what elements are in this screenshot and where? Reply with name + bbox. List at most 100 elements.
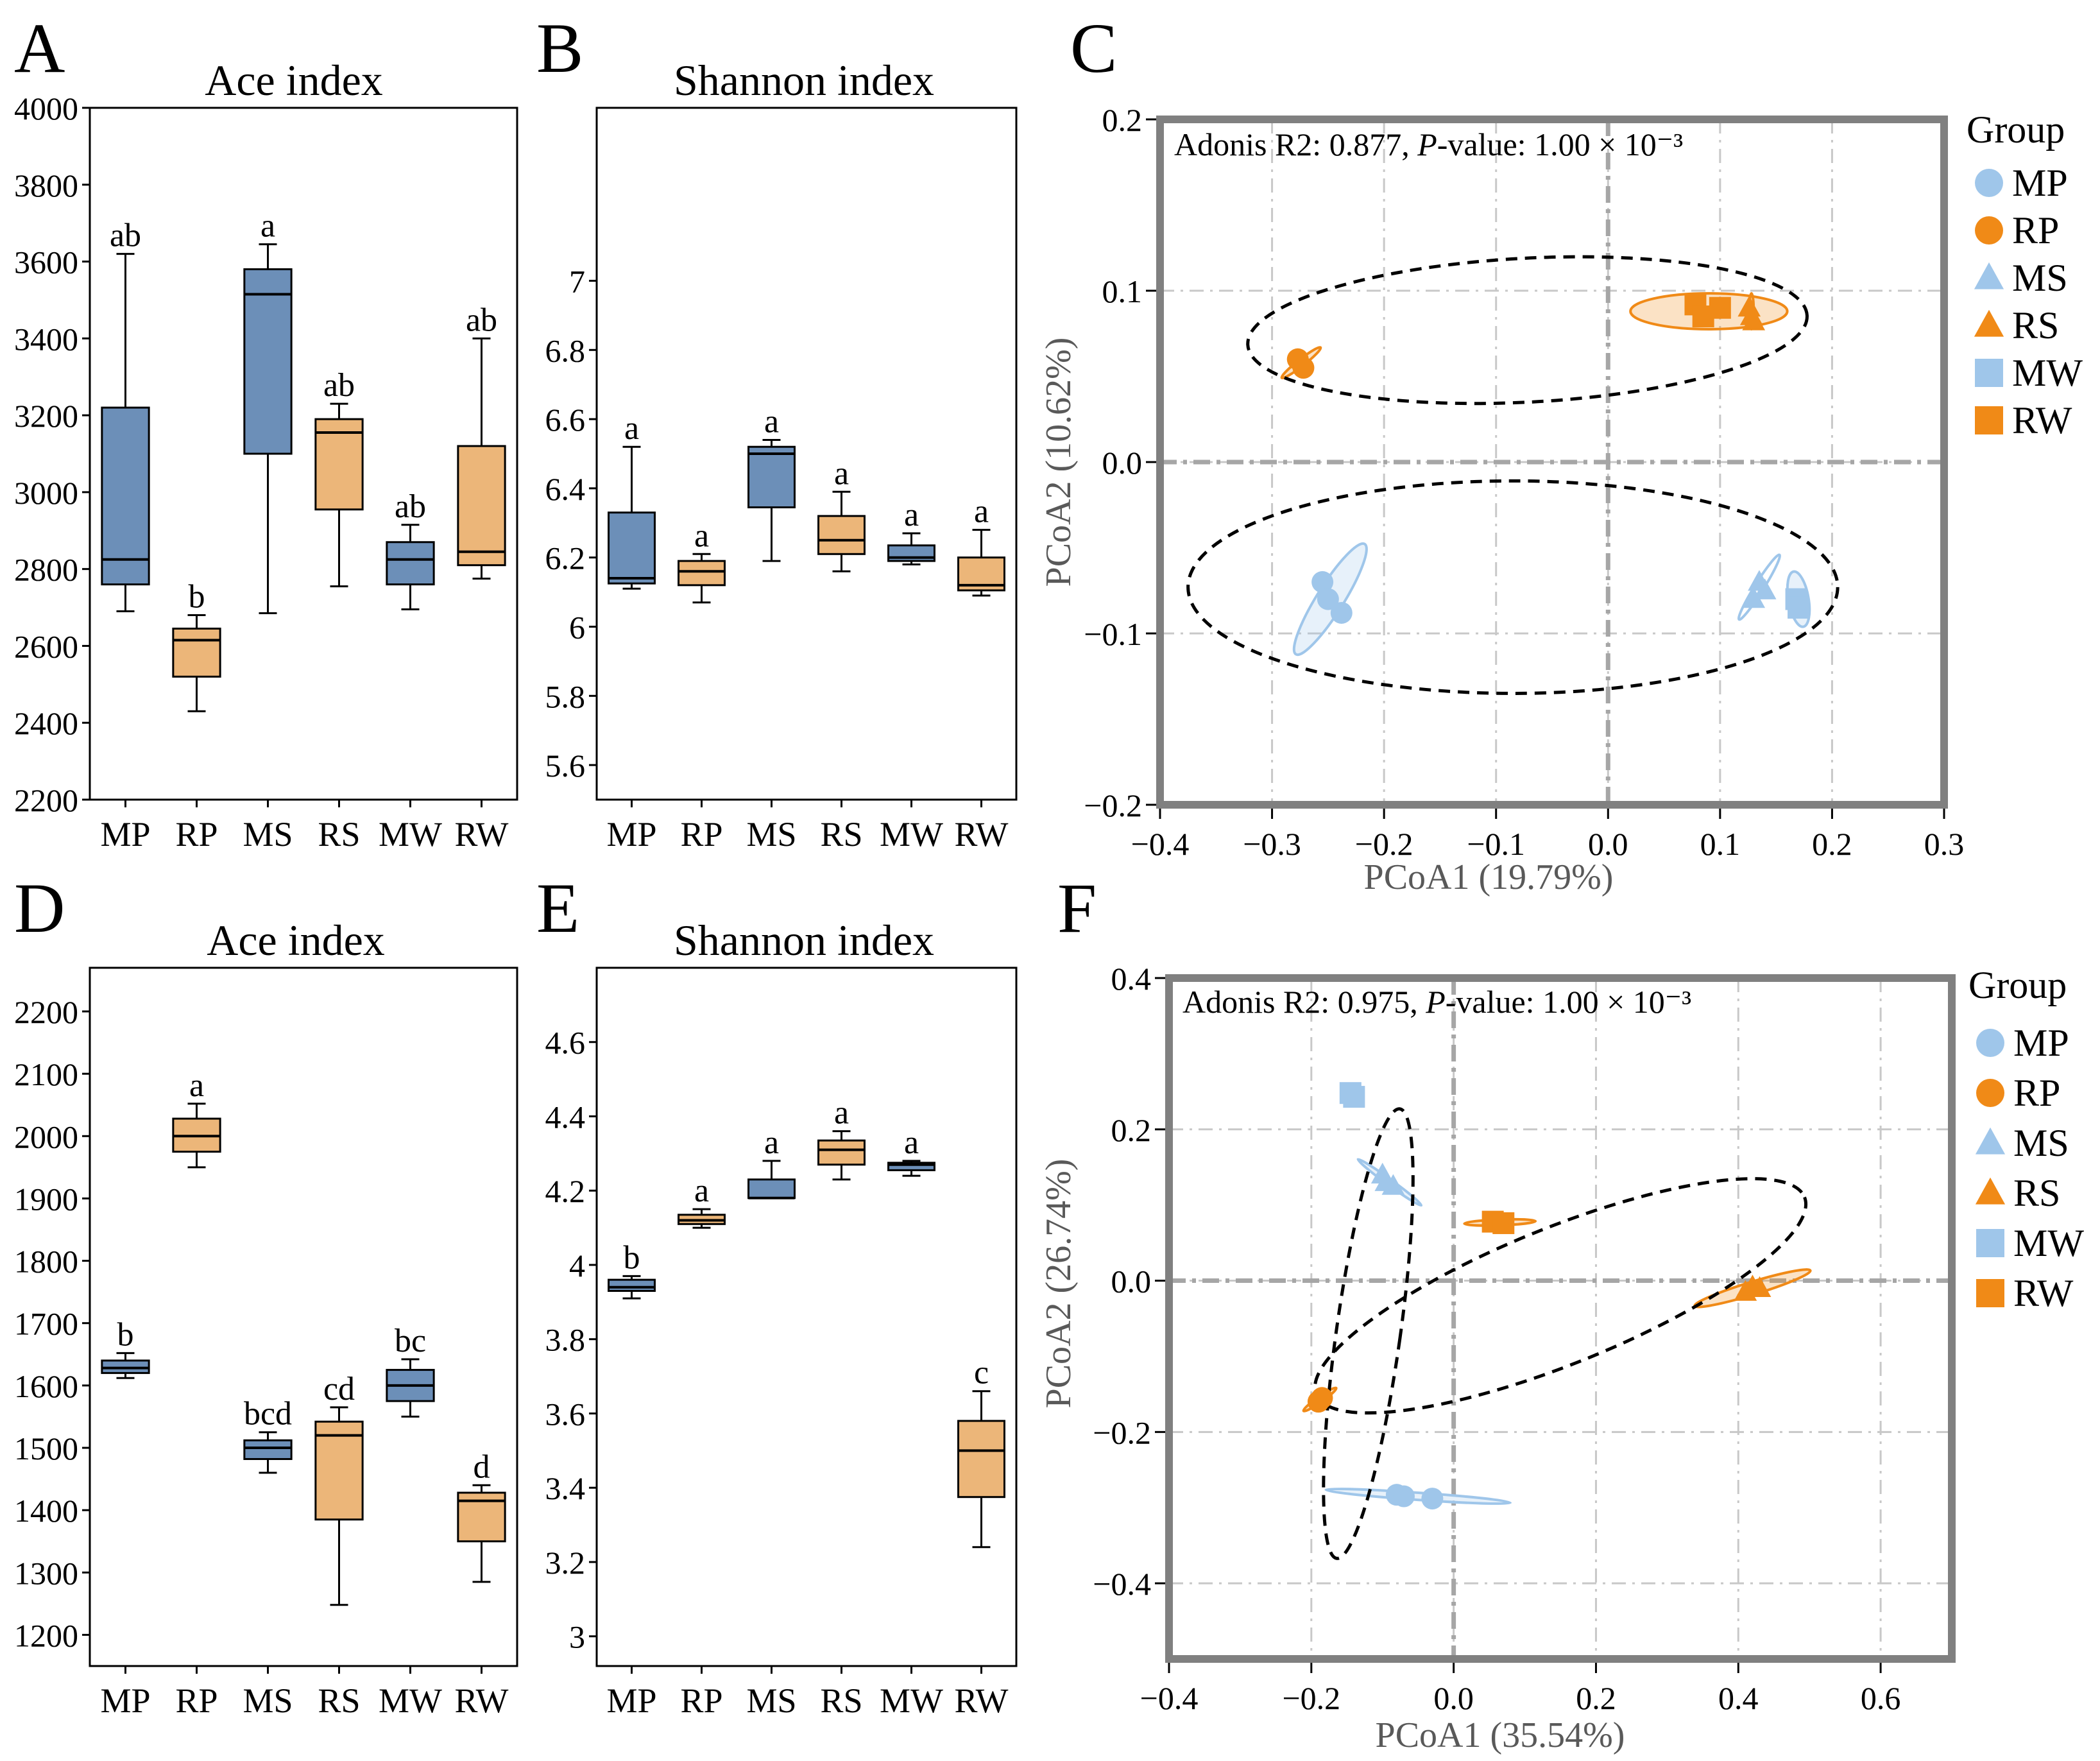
panel-d-xtick-label: RP bbox=[175, 1681, 218, 1720]
panel-b-ytick-label: 6.2 bbox=[545, 540, 586, 576]
panel-f-legend-marker-mw bbox=[1976, 1229, 2004, 1257]
panel-c-cluster-ellipse bbox=[1246, 255, 1809, 406]
panel-a-xtick-label: RS bbox=[318, 815, 360, 854]
panel-f-ytick-label: 0.4 bbox=[1111, 961, 1152, 997]
panel-c-legend-marker-rs bbox=[1974, 309, 2004, 337]
panel-f-annotation-prefix: Adonis R2: 0.975, bbox=[1182, 984, 1426, 1020]
panel-c-frame bbox=[1156, 116, 1948, 809]
panel-f-annotation-p: P bbox=[1425, 984, 1446, 1020]
panel-f-ytick-label: 0.2 bbox=[1111, 1112, 1152, 1148]
panel-d-frame bbox=[89, 966, 518, 1667]
panel-c-xtick-label: −0.2 bbox=[1355, 826, 1413, 862]
panel-f-xtick-label: 0.0 bbox=[1433, 1680, 1474, 1716]
panel-e-xtick-label: RS bbox=[820, 1681, 862, 1720]
panel-f-legend-label-rw: RW bbox=[2013, 1272, 2074, 1314]
panel-e-ytick-label: 4.6 bbox=[545, 1025, 586, 1061]
panel-a-frame bbox=[89, 107, 518, 801]
panel-f-xlabel: PCoA1 (35.54%) bbox=[1376, 1715, 1625, 1755]
panel-b-sig-label-rp: a bbox=[694, 517, 709, 554]
panel-c-ylabel: PCoA2 (10.62%) bbox=[1039, 338, 1079, 587]
panel-b-ytick-label: 6.6 bbox=[545, 402, 586, 438]
panel-a-ytick-label: 3000 bbox=[14, 475, 78, 511]
panel-c-legend-marker-mw bbox=[1975, 359, 2003, 387]
panel-e-sig-label-rs: a bbox=[834, 1095, 849, 1131]
panel-letter-a: A bbox=[14, 9, 65, 87]
panel-d-ytick-label: 2100 bbox=[14, 1056, 78, 1092]
panel-c-annotation-p: P bbox=[1417, 126, 1437, 162]
panel-a-ytick-label: 2400 bbox=[14, 705, 78, 741]
panel-e-xtick-label: MS bbox=[746, 1681, 796, 1720]
panel-c-annotation-suffix: -value: 1.00 × 10⁻³ bbox=[1437, 126, 1683, 162]
panel-c-xtick-label: 0.2 bbox=[1812, 826, 1852, 862]
panel-f-legend-marker-rs bbox=[1975, 1177, 2006, 1205]
panel-a-ytick-label: 3800 bbox=[14, 168, 78, 203]
panel-b-ytick-label: 6.4 bbox=[545, 471, 586, 507]
panel-f-legend-label-rs: RS bbox=[2013, 1172, 2060, 1214]
panel-c-point-mw bbox=[1788, 596, 1810, 619]
panel-c-legend-marker-ms bbox=[1974, 262, 2004, 289]
panel-f-point-rp bbox=[1311, 1387, 1333, 1409]
panel-b-ytick-label: 5.8 bbox=[545, 678, 586, 714]
panel-c-point-mp bbox=[1330, 601, 1353, 624]
panel-b-xtick-label: MP bbox=[606, 815, 656, 854]
panel-b-sig-label-rw: a bbox=[974, 494, 989, 530]
panel-d-ytick-label: 1900 bbox=[14, 1181, 78, 1217]
panel-d-xtick-label: RW bbox=[454, 1681, 508, 1720]
panel-c-xtick-label: −0.4 bbox=[1131, 826, 1190, 862]
panel-f-ytick-label: −0.2 bbox=[1093, 1414, 1151, 1450]
panel-a-xtick-label: RW bbox=[454, 815, 508, 854]
panel-f-xtick-label: 0.6 bbox=[1861, 1680, 1901, 1716]
panel-c-point-ms bbox=[1742, 587, 1766, 608]
panel-e-sig-label-mw: a bbox=[904, 1124, 919, 1161]
panel-c-point-mp bbox=[1311, 571, 1334, 593]
panel-f-legend-marker-rw bbox=[1976, 1279, 2004, 1307]
panel-c-xlabel: PCoA1 (19.79%) bbox=[1364, 857, 1614, 897]
panel-e-sig-label-rw: c bbox=[974, 1355, 989, 1391]
panel-b-sig-label-rs: a bbox=[834, 455, 849, 492]
panel-c-pcoa: −0.4 −0.3 −0.2 −0.1 0.0 0.1 0.2 0.3 −0.2 −0.1 0.0 0… bbox=[1084, 102, 2083, 862]
panel-f-ytick-label: −0.4 bbox=[1093, 1566, 1151, 1602]
panel-d-xtick-label: MS bbox=[243, 1681, 293, 1720]
panel-d-sig-label-mp: b bbox=[117, 1316, 134, 1353]
panel-c-point-rs bbox=[1742, 309, 1766, 331]
panel-b-sig-label-mp: a bbox=[624, 410, 639, 447]
panel-a-box-ms bbox=[243, 268, 293, 455]
panel-d-box-ms bbox=[243, 1439, 293, 1460]
panel-d-xtick-label: MW bbox=[379, 1681, 442, 1720]
panel-letter-c: C bbox=[1070, 9, 1117, 87]
panel-c-legend-label-rp: RP bbox=[2012, 209, 2059, 252]
panel-e-xtick-label: MW bbox=[880, 1681, 943, 1720]
panel-a-title: Ace index bbox=[205, 56, 383, 105]
panel-f-frame bbox=[1165, 974, 1956, 1663]
panel-e-frame bbox=[595, 966, 1018, 1667]
panel-b-xtick-label: RS bbox=[820, 815, 862, 854]
panel-c-legend-marker-rp bbox=[1975, 216, 2003, 245]
panel-f-legend-label-mw: MW bbox=[2013, 1222, 2084, 1264]
panel-c-ytick-label: −0.2 bbox=[1084, 787, 1142, 823]
panel-c-ytick-label: 0.1 bbox=[1102, 273, 1143, 309]
panel-c-point-rw bbox=[1709, 296, 1731, 319]
panel-a-sig-label-mw: ab bbox=[395, 488, 426, 525]
panel-c-point-rp bbox=[1292, 357, 1315, 379]
panel-f-legend-label-rp: RP bbox=[2013, 1072, 2060, 1114]
panel-f-ellipse-mp bbox=[1324, 1488, 1512, 1506]
panel-c-xtick-label: 0.3 bbox=[1924, 826, 1965, 862]
panel-f-point-rs bbox=[1748, 1276, 1771, 1297]
panel-f-xtick-label: −0.4 bbox=[1140, 1680, 1199, 1716]
panel-b-ytick-label: 7 bbox=[569, 264, 585, 300]
panel-e-xtick-label: RW bbox=[954, 1681, 1008, 1720]
panel-d-ytick-label: 2200 bbox=[14, 994, 78, 1030]
panel-f-xtick-label: 0.4 bbox=[1718, 1680, 1759, 1716]
panel-e-shannon-boxplot: 3 3.2 3.4 3.6 3.8 4 4.2 4.4 4.6 MP b RP a MS a RS a MW a RW… bbox=[545, 966, 1018, 1720]
panel-c-point-ms bbox=[1753, 578, 1777, 599]
panel-a-sig-label-rp: b bbox=[189, 579, 205, 615]
panel-c-cluster-ellipse bbox=[1186, 479, 1840, 695]
panel-e-sig-label-mp: b bbox=[624, 1239, 640, 1276]
panel-d-ytick-label: 1800 bbox=[14, 1244, 78, 1280]
panel-c-legend-label-rw: RW bbox=[2012, 399, 2072, 442]
panel-a-sig-label-ms: a bbox=[260, 208, 275, 245]
panel-f-legend-title: Group bbox=[1968, 964, 2067, 1006]
panel-c-xtick-label: 0.0 bbox=[1588, 826, 1628, 862]
panel-e-box-ms bbox=[747, 1178, 796, 1199]
